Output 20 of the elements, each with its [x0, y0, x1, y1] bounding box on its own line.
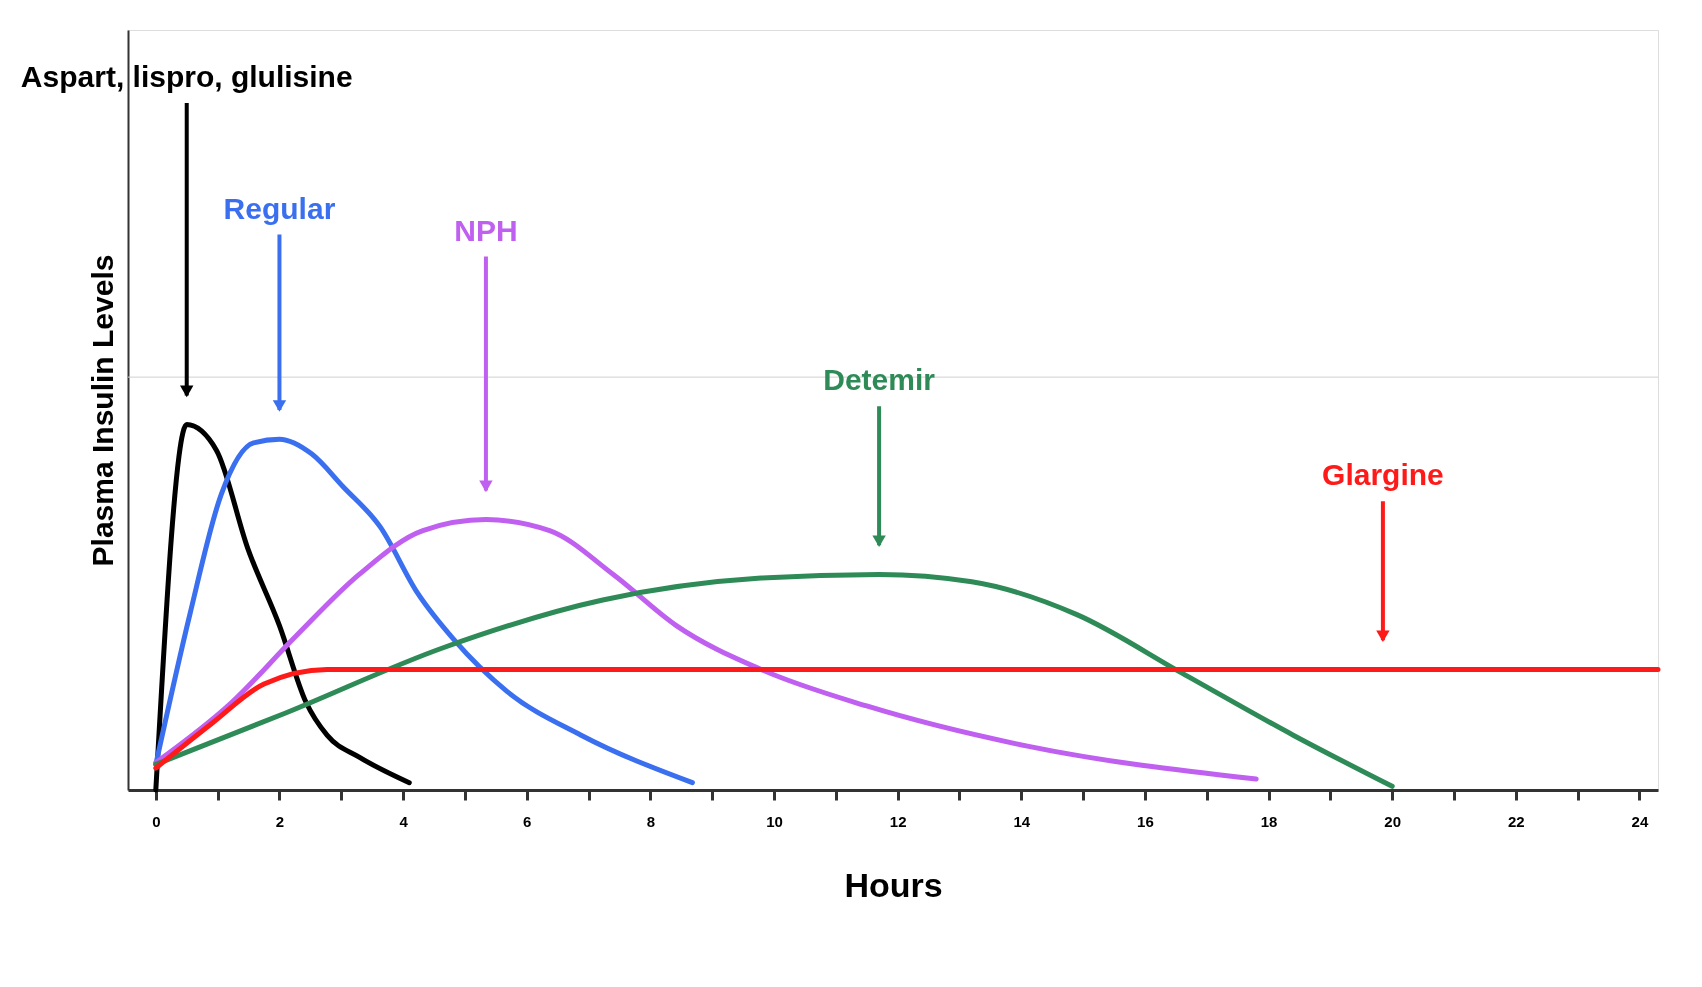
annotation: Glargine [1322, 458, 1444, 492]
x-tick-label: 2 [275, 812, 285, 830]
x-tick-label: 8 [646, 812, 656, 830]
y-axis-title: Plasma Insulin Levels [85, 254, 119, 567]
x-tick-label: 0 [152, 812, 161, 830]
x-axis-title: Hours [844, 865, 943, 904]
x-tick-label: 16 [1137, 812, 1154, 830]
x-tick-label: 20 [1384, 812, 1402, 830]
x-tick-label: 10 [766, 812, 783, 830]
x-tick-label: 24 [1631, 812, 1649, 830]
x-tick-label: 6 [523, 812, 532, 830]
text: Detemir [823, 363, 936, 397]
x-tick-label: 14 [1013, 812, 1031, 830]
text: NPH [454, 213, 518, 247]
text: Regular [223, 191, 336, 225]
text: Aspart, lispro, glulisine [20, 60, 353, 94]
x-tick-label: 22 [1507, 812, 1525, 830]
x-tick-label: 4 [399, 812, 409, 830]
x-tick-label: 12 [889, 812, 907, 830]
x-tick-label: 18 [1260, 812, 1278, 830]
